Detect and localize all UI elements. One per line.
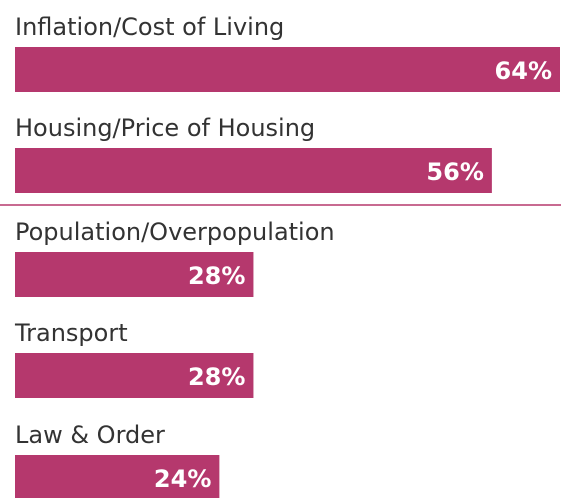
category-label: Inflation/Cost of Living <box>15 13 284 41</box>
bar <box>15 47 560 92</box>
bar <box>15 455 220 498</box>
category-label: Population/Overpopulation <box>15 218 335 246</box>
value-label: 28% <box>188 363 245 391</box>
value-label: 28% <box>188 262 245 290</box>
value-label: 24% <box>154 465 211 493</box>
category-label: Law & Order <box>15 421 165 449</box>
category-label: Housing/Price of Housing <box>15 114 315 142</box>
value-label: 64% <box>495 57 552 85</box>
bar <box>15 353 254 398</box>
value-label: 56% <box>426 158 483 186</box>
category-label: Transport <box>14 319 128 347</box>
bar <box>15 148 492 193</box>
bar <box>15 252 254 297</box>
